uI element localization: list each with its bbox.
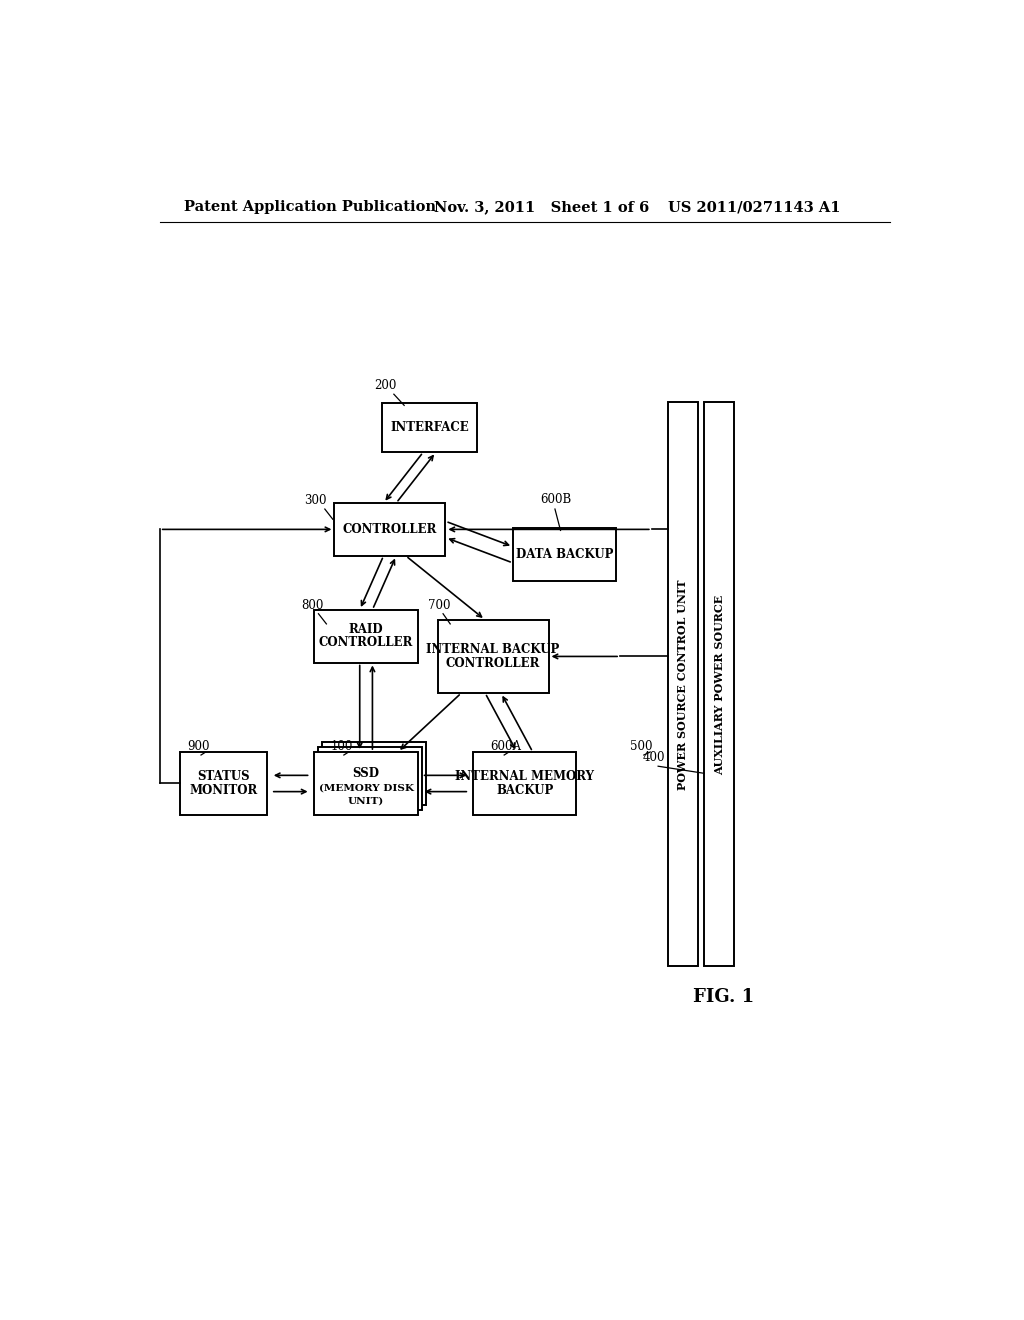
- Text: AUXILIARY POWER SOURCE: AUXILIARY POWER SOURCE: [714, 594, 725, 775]
- Bar: [668, 403, 697, 966]
- Text: 100: 100: [331, 741, 352, 752]
- Text: UNIT): UNIT): [348, 796, 384, 805]
- Bar: [334, 503, 445, 556]
- Text: CONTROLLER: CONTROLLER: [445, 656, 541, 669]
- Text: RAID: RAID: [349, 623, 383, 636]
- Bar: [382, 404, 477, 453]
- Text: 300: 300: [304, 494, 327, 507]
- Text: INTERNAL MEMORY: INTERNAL MEMORY: [456, 771, 594, 783]
- Text: US 2011/0271143 A1: US 2011/0271143 A1: [668, 201, 840, 214]
- Bar: [314, 752, 418, 814]
- Bar: [318, 747, 422, 810]
- Text: INTERNAL BACKUP: INTERNAL BACKUP: [426, 643, 560, 656]
- Text: 200: 200: [374, 379, 396, 392]
- Text: POWER SOURCE CONTROL UNIT: POWER SOURCE CONTROL UNIT: [677, 579, 688, 789]
- Text: STATUS: STATUS: [197, 771, 250, 783]
- Text: (MEMORY DISK: (MEMORY DISK: [318, 783, 414, 792]
- Bar: [705, 403, 734, 966]
- Text: DATA BACKUP: DATA BACKUP: [516, 548, 613, 561]
- Text: CONTROLLER: CONTROLLER: [318, 636, 414, 649]
- Bar: [473, 752, 577, 814]
- Text: MONITOR: MONITOR: [189, 784, 257, 796]
- Text: 800: 800: [301, 599, 324, 611]
- Text: 500: 500: [630, 741, 652, 752]
- Bar: [437, 620, 549, 693]
- Text: BACKUP: BACKUP: [497, 784, 553, 796]
- Text: Patent Application Publication: Patent Application Publication: [183, 201, 435, 214]
- Bar: [314, 610, 418, 663]
- Text: SSD: SSD: [352, 767, 380, 780]
- Text: 600B: 600B: [541, 492, 572, 506]
- Text: 700: 700: [428, 599, 451, 611]
- Text: Nov. 3, 2011   Sheet 1 of 6: Nov. 3, 2011 Sheet 1 of 6: [433, 201, 649, 214]
- Text: FIG. 1: FIG. 1: [692, 987, 754, 1006]
- Text: INTERFACE: INTERFACE: [390, 421, 469, 434]
- Bar: [179, 752, 267, 814]
- Text: 600A: 600A: [489, 741, 521, 752]
- Text: 900: 900: [187, 741, 210, 752]
- Bar: [323, 742, 426, 805]
- Text: CONTROLLER: CONTROLLER: [343, 523, 437, 536]
- Text: 400: 400: [642, 751, 665, 764]
- Bar: [513, 528, 616, 581]
